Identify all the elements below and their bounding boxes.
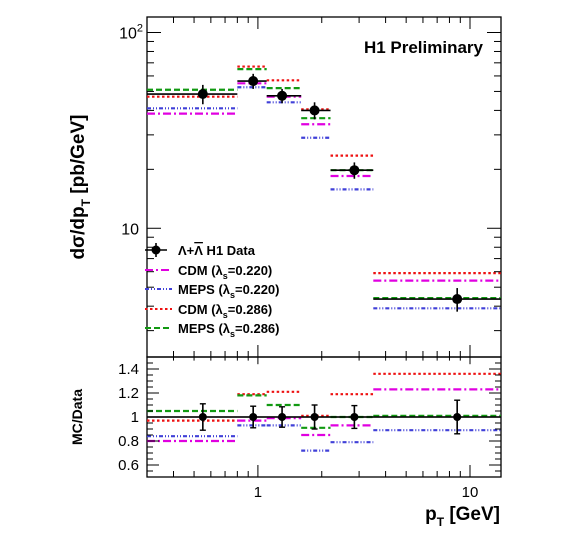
legend-meps-0286-label: MEPS (λs=0.286): [178, 321, 279, 339]
ratio-data-layer: [147, 399, 501, 435]
data-points-layer: [147, 73, 501, 312]
legend-cdm-0220-main: CDM (λ: [178, 263, 224, 278]
ratio-xlabel: pT [GeV]: [425, 504, 500, 529]
ratio-ylabel: MC/Data: [69, 389, 85, 445]
main-ylabel-main: dσ/dp: [68, 206, 89, 259]
ratio-data-point-5: [453, 413, 462, 421]
legend-data-label-bar: Λ: [194, 243, 203, 258]
data-point-5: [452, 294, 463, 305]
ratio-data-point-3: [310, 413, 319, 421]
legend-meps-0220-sub: s: [230, 290, 235, 300]
model-series-layer: [147, 65, 501, 310]
main-ytick-label-exp-1: 2: [137, 23, 143, 35]
legend-cdm-0220-label: CDM (λs=0.220): [178, 263, 272, 281]
data-point-0: [197, 89, 208, 100]
legend-entry-data: Λ+Λ H1 Data: [145, 243, 256, 258]
legend-meps-0286-main: MEPS (λ: [178, 321, 231, 336]
ratio-xlabel-sub: T: [437, 515, 445, 529]
legend-meps-0220-label: MEPS (λs=0.220): [178, 282, 279, 300]
legend-cdm-0286-sub: s: [223, 310, 228, 320]
main-ylabel-sub: T: [79, 198, 93, 206]
ratio-data-point-2: [278, 413, 287, 421]
legend-entry-meps-0286: MEPS (λs=0.286): [145, 321, 279, 339]
legend-data-label: Λ+Λ H1 Data: [178, 243, 256, 258]
legend-meps-0286-tail: =0.286): [235, 321, 279, 336]
legend-entry-cdm-0220: CDM (λs=0.220): [145, 263, 272, 281]
legend-meps-0286-sub: s: [230, 329, 235, 339]
data-point-4: [349, 165, 360, 176]
ratio-panel: 1 10 0.6 0.8 1 1.2 1.4 MC/Data pT [GeV]: [69, 356, 502, 529]
legend-cdm-0286-tail: =0.286): [228, 302, 272, 317]
ratio-ytick-label-0.6: 0.6: [118, 457, 139, 474]
data-point-2: [277, 90, 288, 101]
ratio-series-layer: [147, 372, 501, 452]
main-ytick-label-base-0: 10: [121, 221, 139, 238]
legend-entry-meps-0220: MEPS (λs=0.220): [145, 282, 279, 300]
data-point-3: [309, 105, 320, 116]
preliminary-label: H1 Preliminary: [364, 38, 484, 57]
data-point-1: [248, 76, 259, 87]
main-ytick-label-base-1: 10: [119, 26, 137, 43]
ratio-xtick-label-1: 1: [254, 484, 262, 501]
legend-meps-0220-tail: =0.220): [235, 282, 279, 297]
ratio-xtick-label-10: 10: [462, 484, 479, 501]
ratio-ytick-label-1.4: 1.4: [118, 361, 139, 378]
ratio-xlabel-main: p: [425, 504, 437, 525]
ratio-data-point-0: [198, 413, 207, 421]
legend-cdm-0220-sub: s: [223, 271, 228, 281]
legend-meps-0220-main: MEPS (λ: [178, 282, 231, 297]
ratio-data-point-4: [350, 413, 359, 421]
legend-cdm-0286-main: CDM (λ: [178, 302, 224, 317]
main-ylabel: dσ/dpT [pb/GeV]: [68, 115, 93, 260]
legend-cdm-0286-label: CDM (λs=0.286): [178, 302, 272, 320]
ratio-ytick-label-0.8: 0.8: [118, 433, 139, 450]
legend-data-label-tail: H1 Data: [203, 243, 256, 258]
legend: Λ+Λ H1 Data CDM (λs=0.220) MEPS (λs=0.22…: [145, 243, 279, 339]
legend-cdm-0220-tail: =0.220): [228, 263, 272, 278]
ratio-ytick-label-1: 1: [131, 409, 139, 426]
main-ytick-label-0: 10: [121, 221, 139, 238]
main-ytick-label-1: 102: [119, 23, 143, 43]
ratio-xlabel-unit: [GeV]: [444, 504, 500, 525]
legend-data-label-main: Λ+: [178, 243, 195, 258]
legend-data-marker-dot: [151, 245, 161, 255]
ratio-axis-ticks: 1 10 0.6 0.8 1 1.2 1.4: [118, 356, 501, 501]
ratio-ytick-label-1.2: 1.2: [118, 385, 139, 402]
main-ylabel-unit: [pb/GeV]: [68, 115, 89, 199]
legend-entry-cdm-0286: CDM (λs=0.286): [145, 302, 272, 320]
ratio-data-point-1: [249, 413, 258, 421]
